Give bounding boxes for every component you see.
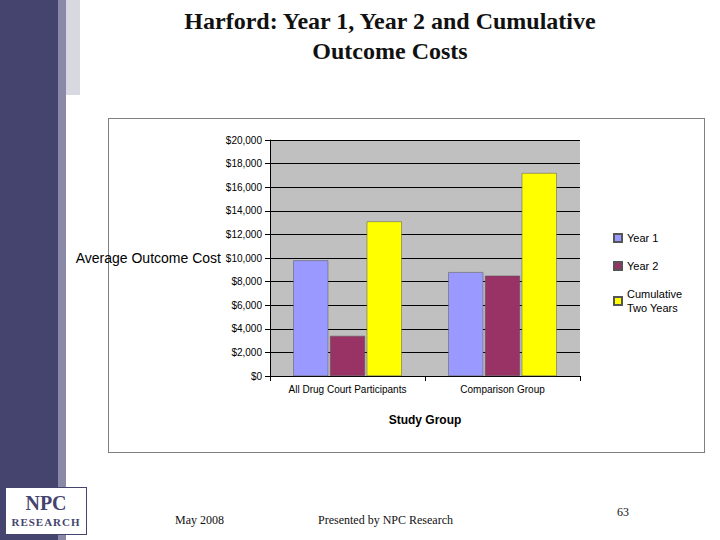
svg-text:Cumulative: Cumulative — [627, 288, 685, 300]
svg-text:$2,000: $2,000 — [231, 347, 262, 358]
html-text:RESEARCH: RESEARCH — [11, 516, 81, 528]
svg-text:All Drug Court Participants: All Drug Court Participants — [289, 384, 407, 395]
svg-text:$20,000: $20,000 — [226, 135, 263, 146]
svg-text:Average Outcome Cost: Average Outcome Cost — [76, 250, 221, 266]
svg-text:$8,000: $8,000 — [231, 276, 262, 287]
svg-text:Study Group: Study Group — [389, 413, 462, 427]
svg-text:$14,000: $14,000 — [226, 205, 263, 216]
svg-text:$10,000: $10,000 — [226, 253, 263, 264]
svg-text:Comparison Group: Comparison Group — [460, 384, 545, 395]
svg-text:$18,000: $18,000 — [226, 158, 263, 169]
svg-text:Two Years: Two Years — [627, 302, 678, 314]
svg-text:$16,000: $16,000 — [226, 182, 263, 193]
svg-text:$6,000: $6,000 — [231, 300, 262, 311]
html-text:NPC: NPC — [25, 492, 67, 514]
html-text:Presented by NPC Research: Presented by NPC Research — [318, 513, 453, 527]
svg-text:Year 2: Year 2 — [627, 260, 658, 272]
svg-text:$4,000: $4,000 — [231, 323, 262, 334]
svg-text:$0: $0 — [251, 371, 263, 382]
svg-text:Year 1: Year 1 — [627, 232, 658, 244]
svg-text:$12,000: $12,000 — [226, 229, 263, 240]
html-text:Harford: Year 1, Year 2 and Cu: Harford: Year 1, Year 2 and Cumulative O… — [184, 8, 596, 64]
html-text:May 2008: May 2008 — [175, 513, 224, 527]
html-text:63: 63 — [617, 505, 629, 519]
